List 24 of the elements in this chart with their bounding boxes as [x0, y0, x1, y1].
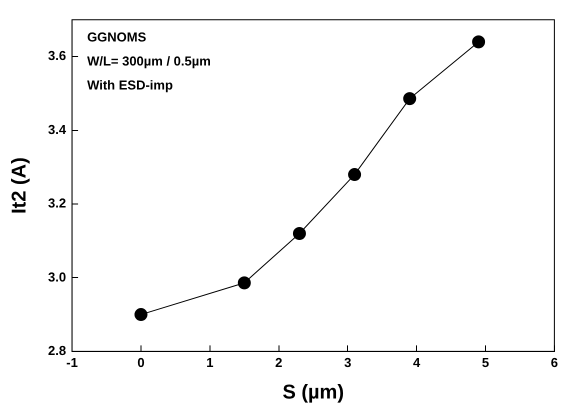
x-tick-label: 4	[412, 354, 421, 370]
x-tick-label: 5	[482, 354, 490, 370]
annotation: GGNOMS	[87, 29, 147, 44]
y-tick-label: 3.4	[48, 122, 67, 137]
x-tick-label: 2	[275, 354, 282, 370]
y-tick-label: 3.2	[48, 196, 66, 211]
annotation: W/L= 300µm / 0.5µm	[87, 53, 211, 68]
y-tick-label: 3.0	[48, 269, 66, 284]
point	[134, 308, 148, 322]
y-tick-label: 3.6	[48, 48, 66, 64]
point	[472, 35, 486, 48]
point	[403, 92, 416, 106]
point	[292, 227, 306, 240]
x-tick-label: 6	[550, 354, 558, 370]
point	[238, 276, 251, 290]
annotation: With ESD-imp	[87, 77, 173, 92]
x-tick-label: -1	[66, 354, 78, 370]
point	[348, 168, 362, 182]
x-tick-label: 1	[206, 354, 214, 370]
y-axis-title: It2 (A)	[8, 157, 31, 214]
x-tick-label: 3	[344, 354, 352, 370]
x-axis-title: S (µm)	[282, 382, 344, 404]
x-tick-label: 0	[137, 354, 145, 370]
y-tick-label: 2.8	[48, 342, 66, 358]
